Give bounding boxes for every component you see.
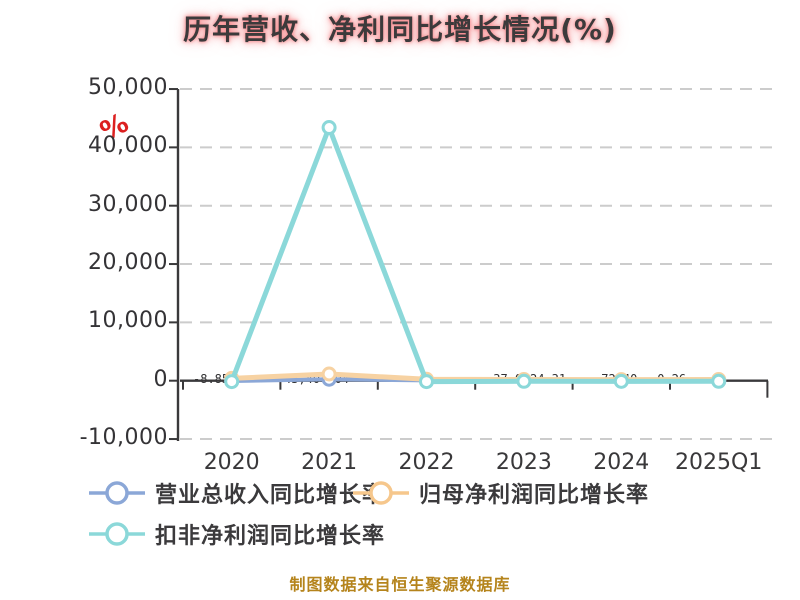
legend-marker-icon xyxy=(89,481,145,505)
data-point-marker xyxy=(419,374,434,390)
data-label-fragment: -8.85 xyxy=(193,372,230,386)
legend-marker-icon xyxy=(353,481,409,505)
x-axis-label: 2023 xyxy=(495,450,552,475)
legend-item[interactable]: 扣非净利润同比增长率 xyxy=(88,521,386,549)
data-point-marker xyxy=(516,373,532,389)
x-axis-label: 2022 xyxy=(398,450,455,475)
y-axis-tick-label: 0 xyxy=(153,366,168,392)
legend-label: 扣非净利润同比增长率 xyxy=(155,524,386,549)
y-axis-tick-label: 30,000 xyxy=(88,191,168,217)
legend-item[interactable]: 归母净利润同比增长率 xyxy=(352,480,650,508)
x-axis-label: 2021 xyxy=(301,450,358,475)
legend-marker-icon xyxy=(89,522,145,546)
chart-title: 历年营收、净利同比增长情况(%) xyxy=(183,13,617,46)
y-axis-tick-label: 50,000 xyxy=(88,75,168,101)
x-axis-label: 2024 xyxy=(593,450,650,475)
data-point-marker xyxy=(224,374,240,390)
legend-label: 营业总收入同比增长率 xyxy=(155,483,386,508)
data-point-marker xyxy=(613,373,629,389)
data-point-marker xyxy=(321,366,337,382)
legend-item[interactable]: 营业总收入同比增长率 xyxy=(88,480,386,508)
legend-label: 归母净利润同比增长率 xyxy=(419,483,650,508)
y-axis-tick-label: -10,000 xyxy=(79,425,168,451)
y-axis-tick-label: 20,000 xyxy=(88,250,168,276)
data-point-marker xyxy=(321,120,337,136)
y-axis-tick-label: 40,000 xyxy=(88,133,168,159)
y-axis-tick-label: 10,000 xyxy=(88,308,168,334)
source-note: 制图数据来自恒生聚源数据库 xyxy=(289,575,511,594)
x-axis-label: 2020 xyxy=(203,450,260,475)
x-axis-label: 2025Q1 xyxy=(675,450,763,475)
series-line xyxy=(229,125,722,385)
data-point-marker xyxy=(711,373,727,389)
